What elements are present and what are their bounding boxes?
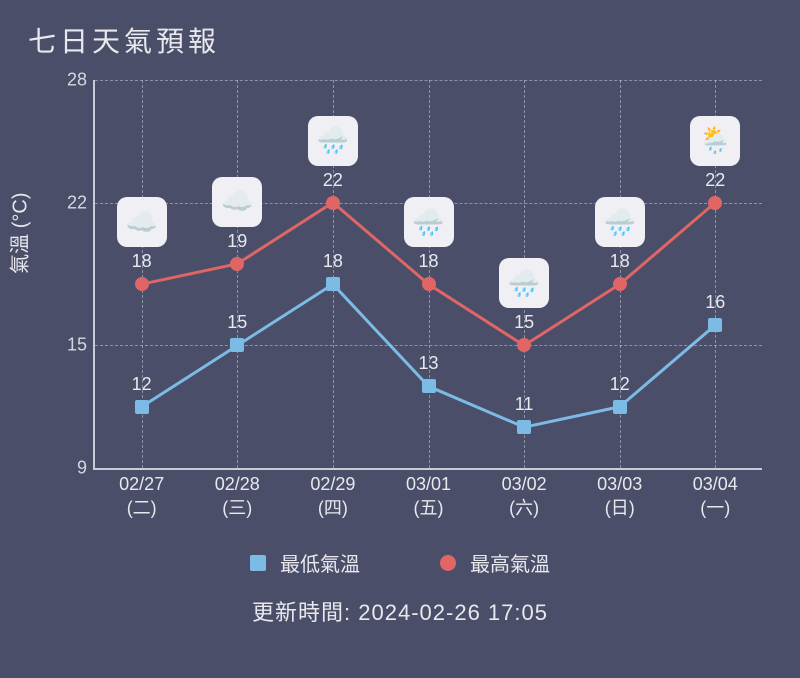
y-tick-label: 15 [55,335,87,356]
page-title: 七日天氣預報 [28,20,772,60]
high-marker [708,196,722,210]
high-marker [135,277,149,291]
low-value-label: 18 [323,251,343,278]
y-tick-label: 28 [55,70,87,91]
x-tick-label: 03/04(一) [675,473,755,520]
low-marker [708,318,722,332]
x-tick-label: 02/29(四) [293,473,373,520]
legend-high: 最高氣溫 [440,548,550,577]
high-value-label: 22 [323,170,343,197]
cloudy-icon: ☁️ [117,197,167,247]
low-value-label: 11 [515,394,534,421]
partly-icon: 🌦️ [690,116,740,166]
legend-low: 最低氣溫 [250,548,360,577]
y-tick-label: 22 [55,192,87,213]
high-marker [230,257,244,271]
legend-high-marker [440,555,456,571]
legend: 最低氣溫 最高氣溫 [28,548,772,577]
plot-area: 915222802/27(二)02/28(三)02/29(四)03/01(五)0… [93,80,762,470]
y-tick-label: 9 [55,458,87,479]
low-value-label: 16 [705,292,725,319]
low-value-label: 15 [227,312,247,339]
high-value-label: 15 [514,312,534,339]
low-value-label: 13 [418,353,438,380]
low-value-label: 12 [132,374,152,401]
high-value-label: 18 [132,251,152,278]
legend-low-marker [250,555,266,571]
x-tick-label: 03/02(六) [484,473,564,520]
y-axis-label: 氣溫 (°C) [4,193,33,274]
high-marker [517,338,531,352]
x-tick-label: 03/03(日) [580,473,660,520]
low-marker [135,400,149,414]
update-time-prefix: 更新時間: [252,600,358,625]
x-tick-label: 02/28(三) [197,473,277,520]
legend-low-label: 最低氣溫 [280,548,360,577]
high-marker [422,277,436,291]
grid-v [237,80,238,468]
high-value-label: 18 [418,251,438,278]
high-value-label: 22 [705,170,725,197]
legend-high-label: 最高氣溫 [470,548,550,577]
x-tick-label: 02/27(二) [102,473,182,520]
low-marker [326,277,340,291]
forecast-chart: 氣溫 (°C) 915222802/27(二)02/28(三)02/29(四)0… [28,70,772,530]
low-marker [230,338,244,352]
low-marker [422,379,436,393]
update-time-value: 2024-02-26 17:05 [358,600,548,625]
low-marker [517,420,531,434]
low-value-label: 12 [610,374,630,401]
rain-icon: 🌧️ [308,116,358,166]
update-time: 更新時間: 2024-02-26 17:05 [28,595,772,627]
high-marker [613,277,627,291]
low-marker [613,400,627,414]
cloudy-icon: ☁️ [212,177,262,227]
high-value-label: 19 [227,231,247,258]
rain-icon: 🌧️ [404,197,454,247]
rain-icon: 🌧️ [499,258,549,308]
x-tick-label: 03/01(五) [389,473,469,520]
rain-icon: 🌧️ [595,197,645,247]
high-value-label: 18 [610,251,630,278]
high-marker [326,196,340,210]
